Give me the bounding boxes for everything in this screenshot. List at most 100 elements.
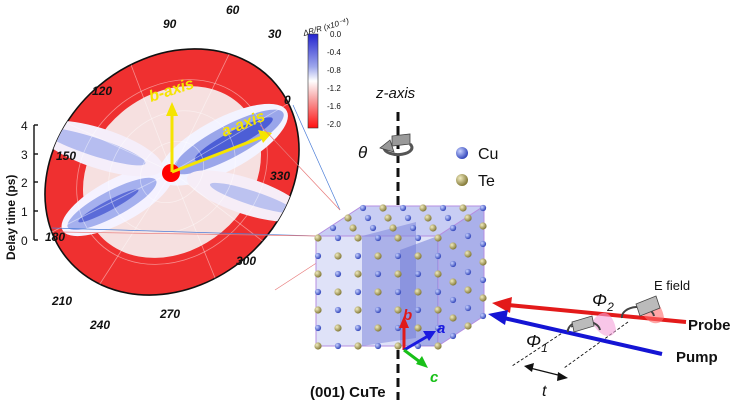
- polar-grid: [39, 35, 309, 301]
- cu-atom: [479, 240, 487, 248]
- te-atom: [374, 252, 382, 260]
- delay-axis: [33, 124, 38, 241]
- te-atom: [429, 224, 437, 232]
- te-atom: [419, 204, 427, 212]
- te-atom: [379, 204, 387, 212]
- cu-atom: [374, 306, 382, 314]
- te-atom: [354, 234, 362, 242]
- cu-atom: [449, 260, 457, 268]
- colorbar-tick-4: -1.6: [327, 102, 341, 111]
- probe-label: Probe: [688, 317, 731, 334]
- angle-label-120: 120: [92, 84, 112, 98]
- projection-lines: [51, 104, 341, 291]
- cu-atom: [449, 296, 457, 304]
- angle-label-150: 150: [56, 149, 76, 163]
- te-atom: [374, 288, 382, 296]
- cu-atom: [464, 304, 472, 312]
- cu-atom: [479, 276, 487, 284]
- b-label: b: [403, 307, 412, 324]
- te-atom: [334, 324, 342, 332]
- phi1-label: Φ1: [526, 331, 548, 355]
- cu-atom: [374, 342, 382, 350]
- cu-atom: [354, 252, 362, 260]
- cu-atom: [334, 306, 342, 314]
- delay-arrow: [524, 363, 568, 381]
- z-axis-label: z-axis: [375, 85, 416, 102]
- delay-axis-label: Delay time (ps): [4, 175, 18, 260]
- te-atom: [334, 288, 342, 296]
- te-atom: [449, 278, 457, 286]
- delay-tick-4: 4: [21, 119, 28, 133]
- angle-label-90: 90: [163, 17, 177, 31]
- angle-label-30: 30: [268, 27, 282, 41]
- te-atom: [354, 342, 362, 350]
- cu-atom: [314, 324, 322, 332]
- te-atom: [424, 214, 432, 222]
- te-atom: [349, 224, 357, 232]
- cu-atom: [374, 234, 382, 242]
- te-atom: [464, 322, 472, 330]
- pump-field-icon: [592, 312, 616, 337]
- cu-atom: [394, 252, 402, 260]
- pump-label: Pump: [676, 349, 718, 366]
- te-atom: [344, 214, 352, 222]
- te-atom: [464, 250, 472, 258]
- cu-atom: [359, 204, 367, 212]
- delay-tick-2: 2: [21, 176, 28, 190]
- cu-atom: [399, 204, 407, 212]
- te-atom: [434, 306, 442, 314]
- cu-atom: [314, 252, 322, 260]
- cu-atom: [479, 312, 487, 320]
- angle-label-210: 210: [51, 294, 72, 308]
- c-label: c: [430, 369, 439, 386]
- te-atom: [354, 270, 362, 278]
- phi1-rotation-icon: [566, 315, 601, 333]
- te-atom: [449, 314, 457, 322]
- delay-tick-1: 1: [21, 205, 28, 219]
- te-atom: [414, 288, 422, 296]
- b-axis-arrow: [166, 102, 178, 172]
- te-atom: [464, 286, 472, 294]
- te-atom: [314, 270, 322, 278]
- rotation-arrow-icon: [379, 133, 414, 157]
- cu-atom: [434, 288, 442, 296]
- te-atom: [354, 306, 362, 314]
- te-atom: [389, 224, 397, 232]
- colorbar: ΔR/R (x10⁻⁴) 0.0 -0.4 -0.8 -1.2 -1.6 -2.…: [301, 16, 350, 129]
- colorbar-tick-1: -0.4: [327, 48, 341, 57]
- phi2-label: Φ2: [592, 290, 614, 314]
- cu-atom: [434, 252, 442, 260]
- te-atom: [479, 222, 487, 230]
- te-atom: [434, 234, 442, 242]
- cu-atom: [439, 204, 447, 212]
- te-atom: [464, 214, 472, 222]
- polar-plot: 0 30 60 90 120 150 180 210 240 270 300 3…: [4, 3, 309, 332]
- te-atom: [449, 242, 457, 250]
- cu-atom: [394, 324, 402, 332]
- cu-atom: [354, 324, 362, 332]
- te-atom: [394, 234, 402, 242]
- te-atom: [479, 258, 487, 266]
- cu-atom: [354, 288, 362, 296]
- cu-atom: [434, 324, 442, 332]
- cu-atom: [409, 224, 417, 232]
- cu-legend-icon: [456, 147, 468, 159]
- te-atom: [374, 324, 382, 332]
- phi2-rotation-icon: [620, 295, 661, 319]
- angle-label-180: 180: [45, 230, 65, 244]
- cu-atom: [374, 270, 382, 278]
- cu-atom: [414, 270, 422, 278]
- te-atom: [459, 204, 467, 212]
- te-legend-label: Te: [478, 173, 495, 190]
- te-atom: [394, 306, 402, 314]
- cu-atom: [329, 224, 337, 232]
- colorbar-tick-3: -1.2: [327, 84, 341, 93]
- cu-atom: [369, 224, 377, 232]
- cu-atom: [449, 224, 457, 232]
- te-atom: [394, 270, 402, 278]
- te-atom: [394, 342, 402, 350]
- cu-atom: [404, 214, 412, 222]
- cu-atom: [479, 204, 487, 212]
- delay-tick-3: 3: [21, 148, 28, 162]
